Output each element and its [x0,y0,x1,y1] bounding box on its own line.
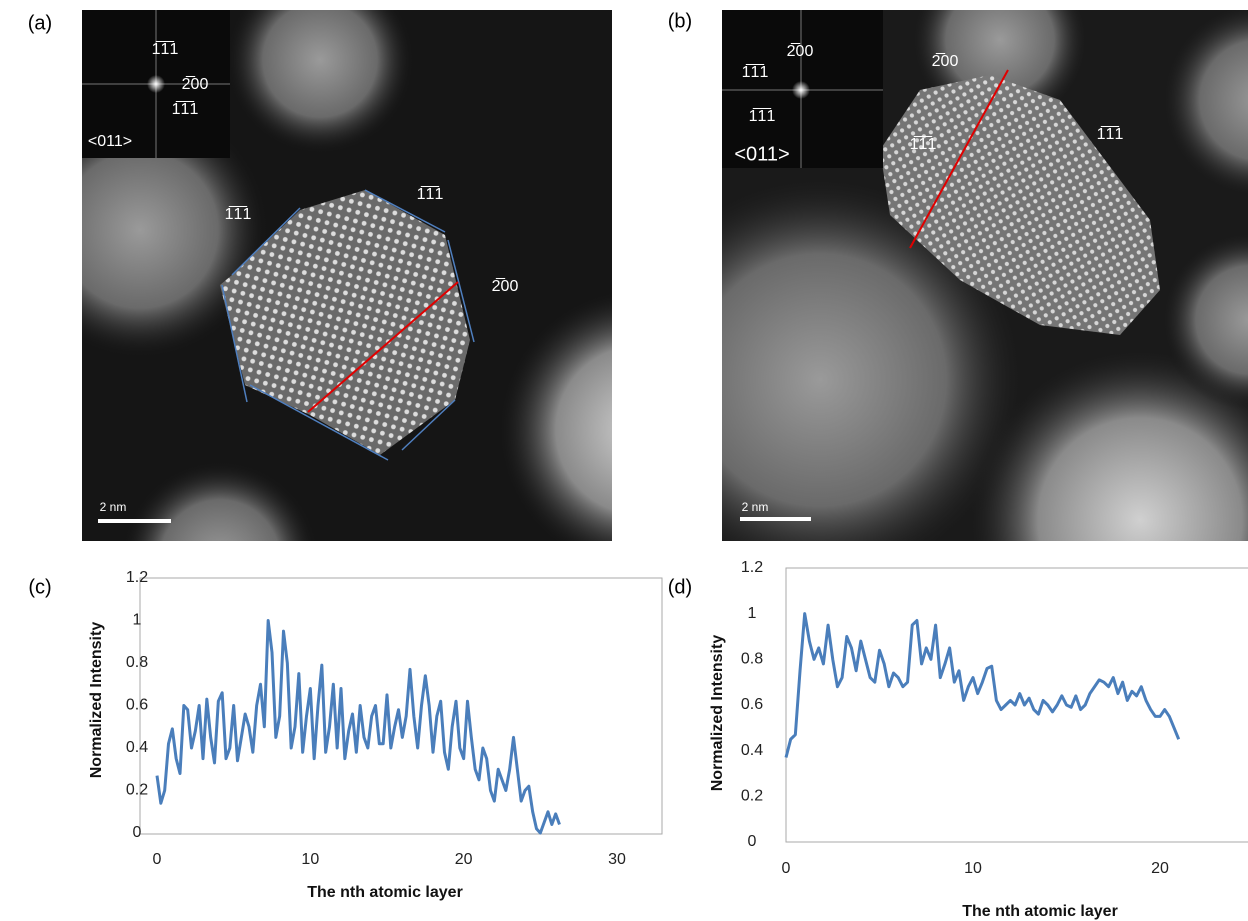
x-tick-label: 30 [608,851,626,868]
y-tick-label: 1 [133,612,142,629]
fft-label: 2̅00 [182,75,209,93]
data-line [155,619,561,835]
facet-label: 1̅1̅1 [1097,125,1124,143]
fft-label: <011> [734,143,789,165]
fft-label: 1̅1̅1 [172,100,199,118]
y-tick-label: 0.8 [741,651,763,668]
x-tick-label: 20 [455,851,473,868]
x-axis-label: The nth atomic layer [307,884,463,901]
x-axis-label: The nth atomic layer [962,903,1118,920]
scale-bar-label: 2 nm [742,500,769,514]
y-tick-label: 1.2 [126,569,148,586]
fft-label: <011> [88,133,132,150]
x-tick-label: 0 [782,860,791,877]
data-line [784,612,1181,758]
image-b [722,10,1248,541]
x-tick-label: 0 [153,851,162,868]
y-tick-label: 0.2 [126,782,148,799]
scale-bar-label: 2 nm [100,500,127,514]
fft-label: 1̅1̅1 [152,40,179,58]
plot-frame [785,567,1248,843]
panel-label: (b) [668,10,692,32]
y-tick-label: 0 [133,824,142,841]
y-tick-label: 0.8 [126,654,148,671]
facet-label: 1̅1̅1 [910,135,937,153]
y-tick-label: 0.4 [741,742,763,759]
x-tick-label: 10 [964,860,982,877]
image-a [82,10,612,541]
panel-label: (c) [28,576,51,598]
facet-label: 1̅1̅1 [225,205,252,223]
y-tick-label: 0.6 [741,696,763,713]
y-axis-label: Normalized Intensity [709,635,726,792]
y-tick-label: 1 [748,605,757,622]
panel-label: (d) [668,576,692,598]
facet-label: 2̅00 [932,52,959,70]
fft-label: 2̅00 [787,42,814,60]
x-tick-label: 20 [1151,860,1169,877]
y-axis-label: Normalized Intensity [88,622,105,779]
y-tick-label: 1.2 [741,559,763,576]
x-tick-label: 10 [301,851,319,868]
y-tick-label: 0 [748,833,757,850]
fft-label: 1̅1̅1 [749,107,776,125]
facet-label: 2̅00 [492,277,519,295]
y-tick-label: 0.6 [126,697,148,714]
y-tick-label: 0.2 [741,788,763,805]
facet-label: 1̅1̅1 [417,185,444,203]
panel-label: (a) [28,12,52,34]
plot-frame [139,577,663,835]
y-tick-label: 0.4 [126,739,148,756]
fft-label: 1̅1̅1 [742,63,769,81]
